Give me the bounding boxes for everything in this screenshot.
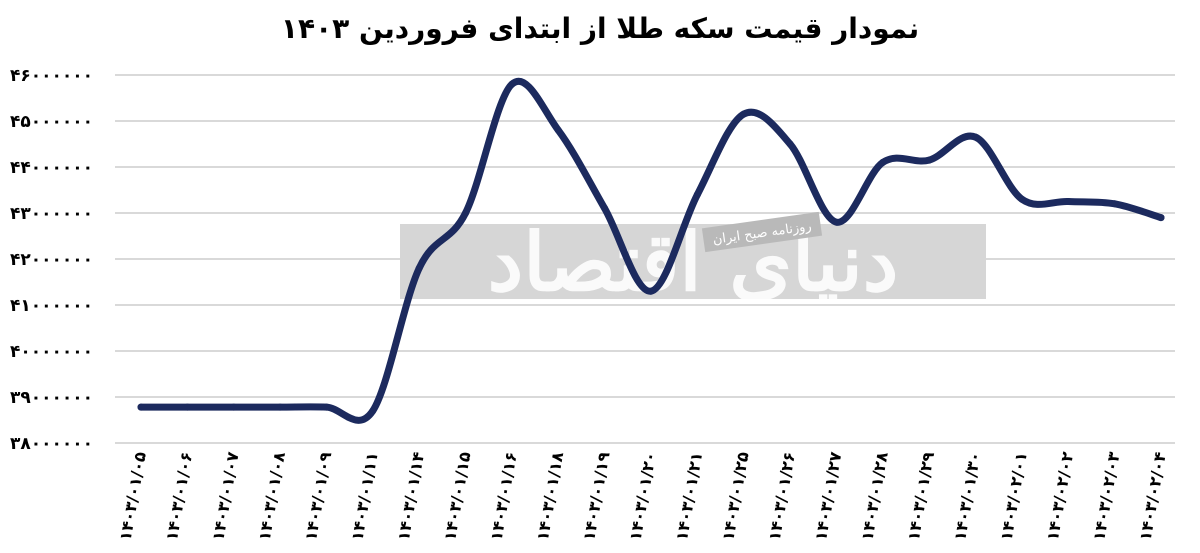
data-point <box>601 204 609 212</box>
x-tick-label: ۱۴۰۳/۰۱/۳۰ <box>950 450 984 542</box>
x-tick-label: ۱۴۰۳/۰۱/۲۰ <box>626 450 660 542</box>
x-tick-label: ۱۴۰۳/۰۱/۲۶ <box>765 450 799 542</box>
data-point <box>276 403 284 411</box>
data-point <box>322 403 330 411</box>
x-tick-label: ۱۴۰۳/۰۱/۲۵ <box>718 450 752 542</box>
series-line <box>137 78 1165 424</box>
x-tick-label: ۱۴۰۳/۰۱/۲۹ <box>904 450 938 542</box>
x-tick-label: ۱۴۰۳/۰۱/۱۱ <box>347 450 381 542</box>
data-point <box>1018 195 1026 203</box>
data-point <box>183 403 191 411</box>
data-point <box>972 133 980 141</box>
x-tick-label: ۱۴۰۳/۰۱/۱۴ <box>394 450 428 542</box>
data-point <box>137 403 145 411</box>
x-tick-label: ۱۴۰۳/۰۱/۱۹ <box>579 450 613 542</box>
y-tick-label: ۴۶۰۰۰۰۰۰ <box>10 66 93 86</box>
data-point <box>832 218 840 226</box>
data-point <box>740 110 748 118</box>
data-point <box>230 403 238 411</box>
data-point <box>554 126 562 134</box>
x-tick-label: ۱۴۰۳/۰۱/۲۸ <box>857 450 891 542</box>
data-point <box>1157 214 1165 222</box>
x-tick-label: ۱۴۰۳/۰۱/۰۹ <box>301 450 335 542</box>
x-tick-label: ۱۴۰۳/۰۱/۱۶ <box>487 450 521 542</box>
data-point <box>925 156 933 164</box>
x-tick-label: ۱۴۰۳/۰۱/۲۷ <box>811 450 845 542</box>
data-point <box>693 191 701 199</box>
data-point <box>1111 200 1119 208</box>
watermark-sub-box <box>701 211 823 253</box>
y-axis-ticks: ۳۸۰۰۰۰۰۰ ۳۹۰۰۰۰۰۰ ۴۰۰۰۰۰۰۰ ۴۱۰۰۰۰۰۰ ۴۲۰۰۰۰۰۰… <box>10 66 93 454</box>
y-tick-label: ۳۹۰۰۰۰۰۰ <box>10 388 93 408</box>
x-tick-label: ۱۴۰۳/۰۱/۱۸ <box>533 450 567 542</box>
x-axis-ticks: ۱۴۰۳/۰۱/۰۵ ۱۴۰۳/۰۱/۰۶ ۱۴۰۳/۰۱/۰۷ ۱۴۰۳/۰۱/۰۸… <box>116 450 1170 542</box>
x-tick-label: ۱۴۰۳/۰۱/۰۶ <box>162 450 196 542</box>
y-tick-label: ۴۱۰۰۰۰۰۰ <box>10 296 93 316</box>
x-tick-label: ۱۴۰۳/۰۲/۰۲ <box>1043 450 1077 542</box>
y-tick-label: ۴۴۰۰۰۰۰۰ <box>10 158 93 178</box>
y-tick-label: ۴۲۰۰۰۰۰۰ <box>10 250 93 270</box>
y-tick-label: ۴۵۰۰۰۰۰۰ <box>10 112 93 132</box>
data-point <box>879 158 887 166</box>
data-point <box>415 264 423 272</box>
x-tick-label: ۱۴۰۳/۰۱/۰۷ <box>208 450 242 542</box>
chart-title: نمودار قیمت سکه طلا از ابتدای فروردین ۱۴… <box>281 12 919 45</box>
x-tick-label: ۱۴۰۳/۰۱/۱۵ <box>440 450 474 542</box>
watermark: دنیای اقتصاد روزنامه صبح ایران <box>400 211 986 309</box>
x-tick-label: ۱۴۰۳/۰۲/۰۴ <box>1136 450 1170 542</box>
data-point <box>647 287 655 295</box>
y-tick-label: ۴۰۰۰۰۰۰۰ <box>10 342 93 362</box>
x-tick-label: ۱۴۰۳/۰۱/۲۱ <box>672 450 706 542</box>
data-point <box>1064 198 1072 205</box>
y-tick-label: ۴۳۰۰۰۰۰۰ <box>10 204 93 224</box>
x-tick-label: ۱۴۰۳/۰۲/۰۱ <box>997 450 1031 542</box>
data-point <box>462 209 470 217</box>
data-point <box>786 140 794 148</box>
x-tick-label: ۱۴۰۳/۰۱/۰۸ <box>255 450 289 542</box>
y-tick-label: ۳۸۰۰۰۰۰۰ <box>10 434 93 454</box>
data-point <box>508 80 516 88</box>
watermark-box <box>400 224 986 299</box>
x-tick-label: ۱۴۰۳/۰۲/۰۳ <box>1089 450 1123 542</box>
data-point <box>369 407 377 415</box>
x-tick-label: ۱۴۰۳/۰۱/۰۵ <box>116 450 150 542</box>
watermark-brand: دنیای اقتصاد <box>488 215 899 309</box>
